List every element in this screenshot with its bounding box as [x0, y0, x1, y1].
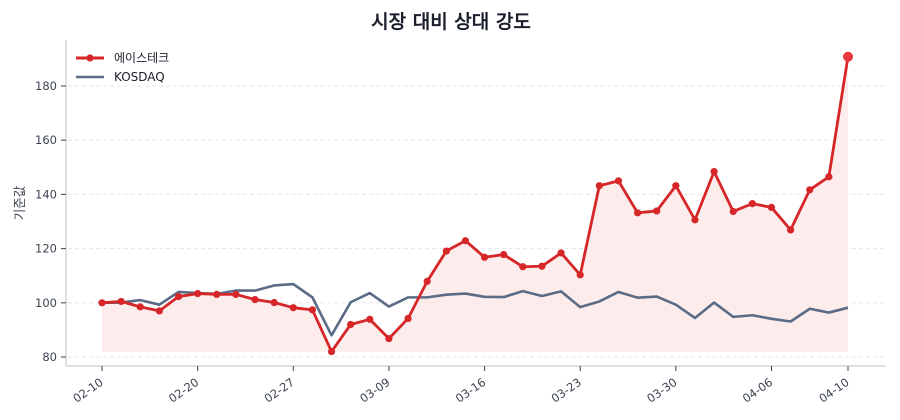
- y-axis-label: 기준값: [12, 185, 27, 220]
- area-fill-region: [102, 56, 848, 352]
- line-kosdaq: [101, 282, 849, 337]
- data-point-marker[interactable]: [729, 207, 737, 216]
- legend-item-kosdaq[interactable]: KOSDAQ: [76, 70, 165, 84]
- data-point-marker[interactable]: [366, 315, 374, 323]
- y-tick-label: 80: [42, 350, 57, 364]
- y-tick-label: 160: [35, 133, 57, 147]
- data-point-marker[interactable]: [461, 237, 470, 245]
- data-point-marker[interactable]: [98, 299, 106, 307]
- data-point-marker[interactable]: [213, 290, 221, 298]
- axes: [65, 40, 886, 367]
- data-point-marker[interactable]: [174, 292, 183, 301]
- data-point-marker[interactable]: [347, 320, 355, 329]
- legend-item-aceteche[interactable]: 에이스테크: [76, 51, 169, 65]
- data-point-marker[interactable]: [806, 186, 814, 194]
- data-point-marker[interactable]: [748, 200, 756, 208]
- x-tick-label: 03-30: [644, 375, 679, 406]
- data-point-marker[interactable]: [633, 209, 642, 217]
- area-fill: [102, 56, 848, 352]
- data-point-marker[interactable]: [423, 277, 431, 285]
- data-point-marker[interactable]: [136, 303, 144, 311]
- data-point-marker[interactable]: [270, 298, 278, 307]
- data-point-marker[interactable]: [710, 168, 718, 176]
- line-aceteche: [101, 56, 850, 353]
- data-point-marker[interactable]: [442, 247, 450, 255]
- data-point-marker[interactable]: [232, 290, 240, 298]
- highlight-point-marker[interactable]: [843, 51, 853, 62]
- data-point-marker[interactable]: [557, 249, 565, 257]
- x-tick-label: 02-20: [166, 375, 201, 406]
- data-point-marker[interactable]: [576, 271, 584, 279]
- x-tick-label: 03-23: [549, 375, 584, 406]
- data-point-marker[interactable]: [691, 216, 699, 224]
- data-point-marker[interactable]: [595, 182, 603, 190]
- data-point-marker[interactable]: [519, 263, 527, 271]
- y-tick-label: 140: [35, 187, 57, 201]
- data-point-marker[interactable]: [308, 306, 317, 314]
- x-axis-ticks: 02-10 02-20 02-27 03-09 03-16 03-23 03-30 04-06…: [70, 366, 852, 406]
- legend-label: KOSDAQ: [114, 70, 165, 84]
- data-point-marker[interactable]: [653, 207, 661, 215]
- x-tick-label: 03-16: [453, 375, 488, 406]
- y-axis-ticks: 80 100 120 140 160 180: [35, 79, 66, 364]
- data-point-marker[interactable]: [117, 297, 125, 306]
- data-point-marker[interactable]: [251, 295, 259, 304]
- data-point-marker[interactable]: [825, 173, 833, 181]
- data-point-marker[interactable]: [385, 334, 393, 343]
- x-tick-label: 04-10: [816, 375, 851, 406]
- x-tick-label: 04-06: [740, 375, 775, 406]
- data-point-marker[interactable]: [500, 250, 508, 259]
- data-point-marker[interactable]: [614, 177, 623, 185]
- data-point-marker[interactable]: [194, 289, 202, 298]
- data-point-marker[interactable]: [404, 314, 412, 323]
- legend-marker-icon: [86, 54, 94, 62]
- legend-label: 에이스테크: [114, 51, 169, 65]
- series-lines: [98, 51, 853, 356]
- y-tick-label: 180: [35, 79, 57, 93]
- x-tick-label: 03-09: [357, 375, 392, 406]
- x-tick-label: 02-27: [262, 375, 297, 406]
- data-point-marker[interactable]: [787, 226, 795, 234]
- y-tick-label: 120: [35, 242, 57, 256]
- data-point-marker[interactable]: [672, 182, 680, 190]
- x-tick-label: 02-10: [70, 375, 105, 406]
- data-point-marker[interactable]: [767, 203, 776, 212]
- data-point-marker[interactable]: [538, 262, 546, 270]
- legend: 에이스테크 KOSDAQ: [76, 51, 169, 84]
- data-point-marker[interactable]: [289, 304, 297, 312]
- chart-title: 시장 대비 상대 강도: [371, 11, 531, 33]
- data-point-marker[interactable]: [155, 307, 163, 315]
- data-point-marker[interactable]: [327, 347, 336, 356]
- data-point-marker[interactable]: [480, 253, 489, 261]
- y-tick-label: 100: [35, 296, 57, 310]
